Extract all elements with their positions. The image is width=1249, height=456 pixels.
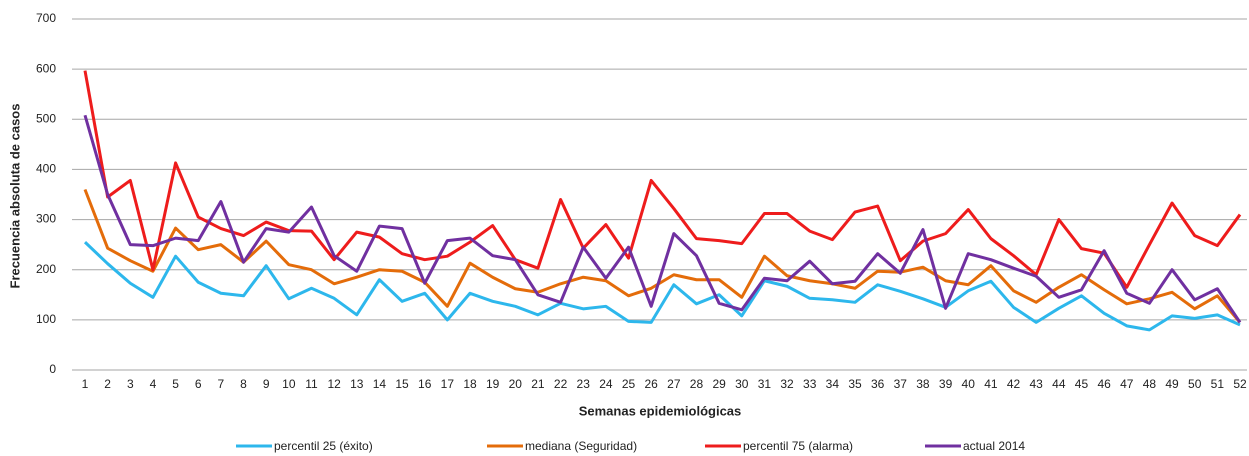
x-tick-label: 29 [712,377,726,391]
x-tick-label: 37 [894,377,908,391]
x-tick-label: 51 [1211,377,1225,391]
x-tick-label: 39 [939,377,953,391]
x-tick-label: 20 [509,377,523,391]
x-tick-label: 33 [803,377,817,391]
x-tick-label: 32 [780,377,794,391]
x-tick-label: 28 [690,377,704,391]
x-tick-label: 35 [848,377,862,391]
y-tick-label: 400 [36,162,56,176]
y-tick-label: 500 [36,111,56,125]
x-tick-label: 50 [1188,377,1202,391]
y-tick-label: 600 [36,61,56,75]
x-tick-label: 23 [577,377,591,391]
x-tick-label: 11 [305,377,318,391]
x-tick-label: 1 [82,377,89,391]
x-tick-label: 6 [195,377,202,391]
series-line [83,188,1242,324]
y-axis-title: Frecuencia absoluta de casos [7,104,22,289]
x-tick-label: 48 [1143,377,1157,391]
series-line [83,114,1242,324]
x-tick-label: 5 [172,377,179,391]
x-tick-label: 7 [218,377,225,391]
legend-label: mediana (Seguridad) [525,439,637,453]
x-tick-label: 26 [644,377,658,391]
x-tick-label: 3 [127,377,134,391]
x-tick-label: 36 [871,377,885,391]
y-tick-label: 0 [49,362,56,376]
x-tick-label: 8 [240,377,247,391]
legend-label: actual 2014 [963,439,1025,453]
x-tick-label: 44 [1052,377,1066,391]
x-tick-label: 45 [1075,377,1089,391]
x-tick-label: 46 [1097,377,1111,391]
y-tick-label: 200 [36,262,56,276]
x-tick-label: 13 [350,377,364,391]
x-axis-title: Semanas epidemiológicas [579,403,742,418]
x-tick-label: 27 [667,377,681,391]
x-tick-label: 49 [1165,377,1179,391]
x-tick-label: 34 [826,377,840,391]
x-tick-label: 21 [531,377,545,391]
y-tick-label: 100 [36,312,56,326]
x-tick-label: 18 [463,377,477,391]
x-tick-label: 10 [282,377,296,391]
x-tick-label: 19 [486,377,500,391]
x-tick-label: 14 [373,377,387,391]
x-tick-label: 52 [1233,377,1247,391]
x-tick-label: 9 [263,377,270,391]
legend-label: percentil 75 (alarma) [743,439,853,453]
y-tick-label: 300 [36,212,56,226]
x-tick-label: 47 [1120,377,1134,391]
legend-label: percentil 25 (éxito) [274,439,373,453]
y-tick-label: 700 [36,11,56,25]
x-tick-label: 40 [962,377,976,391]
x-tick-label: 17 [441,377,455,391]
x-tick-label: 22 [554,377,568,391]
x-tick-label: 41 [984,377,998,391]
series-line [83,241,1241,332]
x-tick-label: 38 [916,377,930,391]
x-tick-label: 42 [1007,377,1021,391]
x-tick-label: 15 [395,377,409,391]
x-tick-label: 16 [418,377,432,391]
x-tick-label: 12 [327,377,341,391]
x-tick-label: 43 [1029,377,1043,391]
x-tick-label: 24 [599,377,613,391]
x-tick-label: 30 [735,377,749,391]
x-tick-label: 2 [104,377,111,391]
x-tick-label: 31 [758,377,772,391]
x-tick-label: 25 [622,377,636,391]
series-line [83,70,1242,289]
x-tick-label: 4 [150,377,157,391]
